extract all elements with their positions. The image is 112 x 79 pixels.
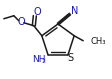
Text: O: O — [33, 7, 40, 17]
Text: 2: 2 — [41, 59, 45, 64]
Text: O: O — [17, 17, 24, 27]
Text: NH: NH — [32, 55, 45, 64]
Text: N: N — [71, 6, 78, 16]
Text: CH₃: CH₃ — [89, 37, 105, 46]
Text: S: S — [66, 53, 72, 63]
